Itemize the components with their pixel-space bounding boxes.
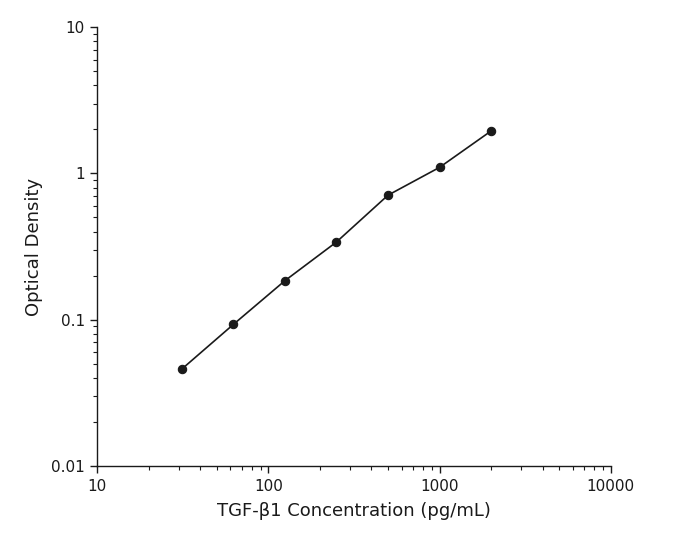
- Y-axis label: Optical Density: Optical Density: [24, 178, 42, 315]
- X-axis label: TGF-β1 Concentration (pg/mL): TGF-β1 Concentration (pg/mL): [217, 502, 491, 520]
